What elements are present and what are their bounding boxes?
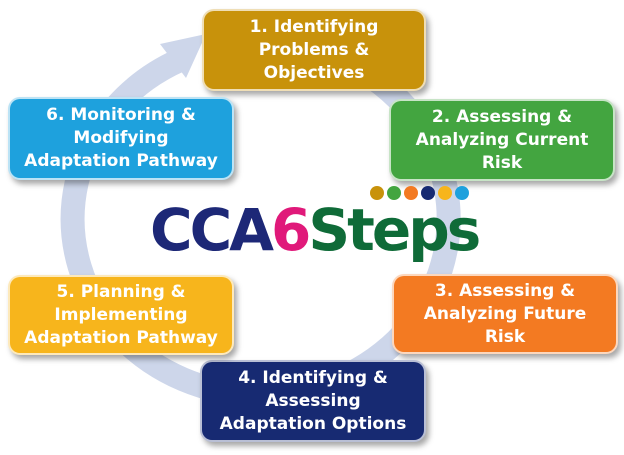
step-4-line-2: Assessing bbox=[265, 390, 361, 411]
logo-prefix: CCA bbox=[150, 196, 274, 264]
step-6-line-3: Adaptation Pathway bbox=[24, 151, 218, 171]
step-5-box[interactable]: 5. Planning & Implementing Adaptation Pa… bbox=[8, 275, 234, 355]
step-2-line-2: Analyzing Current bbox=[415, 129, 589, 150]
step-6-line-2: Modifying bbox=[73, 128, 169, 148]
logo-dot bbox=[404, 186, 418, 200]
step-4-line-1: 4. Identifying & bbox=[238, 367, 388, 388]
logo-number: 6 bbox=[271, 196, 311, 264]
step-1-box[interactable]: 1. Identifying Problems & Objectives bbox=[202, 9, 426, 91]
step-5-line-1: 5. Planning & bbox=[56, 281, 186, 302]
step-3-line-3: Risk bbox=[484, 326, 526, 347]
step-2-box[interactable]: 2. Assessing & Analyzing Current Risk bbox=[389, 99, 615, 181]
step-1-line-1: 1. Identifying bbox=[249, 16, 379, 37]
step-6-box[interactable]: 6. Monitoring & Modifying Adaptation Pat… bbox=[8, 97, 234, 180]
step-5-line-3: Adaptation Pathway bbox=[24, 327, 218, 348]
cycle-arrow-head bbox=[160, 34, 206, 78]
step-3-box[interactable]: 3. Assessing & Analyzing Future Risk bbox=[392, 274, 618, 354]
logo-dot bbox=[438, 186, 452, 200]
step-2-line-1: 2. Assessing & bbox=[431, 106, 573, 127]
step-4-box[interactable]: 4. Identifying & Assessing Adaptation Op… bbox=[200, 360, 426, 442]
logo-suffix: Steps bbox=[308, 196, 481, 264]
logo-dot bbox=[421, 186, 435, 200]
cca6steps-logo: CCA6Steps bbox=[150, 186, 481, 270]
logo-dot bbox=[455, 186, 469, 200]
step-3-line-1: 3. Assessing & bbox=[434, 280, 576, 301]
step-1-line-2: Problems & bbox=[258, 39, 370, 60]
step-6-line-1: 6. Monitoring & bbox=[46, 105, 196, 125]
logo-dot bbox=[370, 186, 384, 200]
step-5-line-2: Implementing bbox=[54, 304, 188, 325]
logo-wordmark: CCA6Steps bbox=[150, 194, 481, 266]
logo-dots bbox=[370, 186, 480, 202]
logo-dot bbox=[387, 186, 401, 200]
step-3-line-2: Analyzing Future bbox=[423, 303, 587, 324]
step-1-line-3: Objectives bbox=[263, 62, 365, 83]
step-2-line-3: Risk bbox=[481, 152, 523, 173]
step-4-line-3: Adaptation Options bbox=[219, 413, 407, 434]
